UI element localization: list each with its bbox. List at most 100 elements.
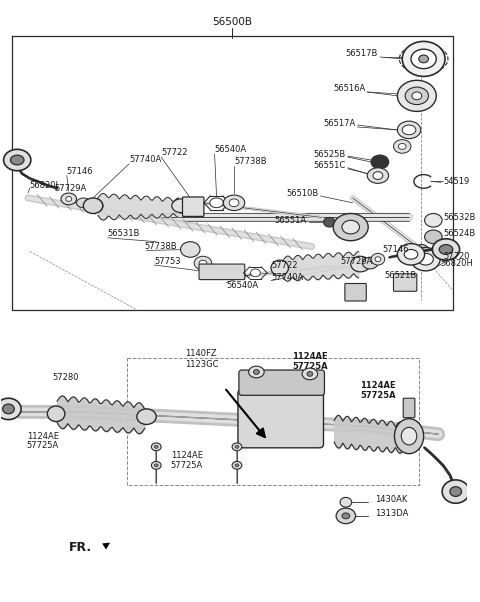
Ellipse shape [4,149,31,171]
Ellipse shape [351,256,370,272]
Ellipse shape [397,244,425,265]
Ellipse shape [223,195,245,211]
Text: 57738B: 57738B [234,158,267,167]
Ellipse shape [232,443,242,451]
Text: 57740A: 57740A [271,273,303,282]
Ellipse shape [398,143,406,149]
Ellipse shape [402,125,416,135]
Ellipse shape [137,409,156,424]
Text: 57722: 57722 [161,147,188,157]
Ellipse shape [333,214,368,241]
Ellipse shape [439,244,453,254]
Ellipse shape [48,406,65,421]
Text: 57280: 57280 [52,373,78,382]
Text: 56820J: 56820J [30,181,59,190]
Ellipse shape [373,172,383,179]
Ellipse shape [411,49,436,69]
Text: 56551C: 56551C [313,161,346,170]
Ellipse shape [401,427,417,445]
Ellipse shape [397,80,436,111]
FancyBboxPatch shape [199,264,245,279]
Ellipse shape [151,443,161,451]
Text: 57722: 57722 [271,261,298,270]
Text: 1140FZ: 1140FZ [185,349,217,358]
Ellipse shape [154,464,158,467]
Ellipse shape [151,461,161,469]
Text: 57725A: 57725A [27,441,59,450]
FancyBboxPatch shape [345,284,366,301]
Ellipse shape [340,497,352,507]
Text: 56540A: 56540A [215,145,247,154]
Text: 1313DA: 1313DA [375,509,408,518]
Ellipse shape [307,371,313,376]
Ellipse shape [87,199,103,213]
Text: 57738B: 57738B [144,242,177,251]
Ellipse shape [232,461,242,469]
Ellipse shape [172,199,189,213]
Ellipse shape [76,198,90,208]
Text: 56521B: 56521B [384,272,417,280]
Text: 57753: 57753 [154,256,181,265]
Ellipse shape [61,193,76,205]
Ellipse shape [371,155,389,169]
Text: 57725A: 57725A [360,391,396,400]
Ellipse shape [367,168,389,184]
Text: 1124AE: 1124AE [292,352,328,361]
Ellipse shape [419,55,429,63]
Ellipse shape [394,140,411,154]
Ellipse shape [418,253,433,265]
Text: 57725A: 57725A [292,362,328,371]
Ellipse shape [397,121,420,138]
Ellipse shape [253,370,259,374]
Ellipse shape [194,256,212,270]
Text: 1124AE: 1124AE [171,451,203,460]
Text: 57729A: 57729A [54,184,86,193]
Text: 57146: 57146 [67,167,93,176]
Ellipse shape [425,230,442,244]
Text: 1430AK: 1430AK [375,495,408,504]
Ellipse shape [415,244,429,254]
Ellipse shape [371,253,385,265]
Ellipse shape [180,241,200,257]
Ellipse shape [11,155,24,165]
Text: 56532B: 56532B [443,213,476,222]
Ellipse shape [302,368,318,380]
Text: 56540A: 56540A [226,281,258,290]
Text: 1124AE: 1124AE [360,381,396,390]
Ellipse shape [235,464,239,467]
FancyBboxPatch shape [394,274,417,291]
Ellipse shape [324,217,335,227]
Text: 1124AE: 1124AE [27,432,59,441]
Ellipse shape [2,404,14,414]
Text: 57740A: 57740A [129,155,161,164]
Ellipse shape [84,198,103,214]
Ellipse shape [199,260,207,266]
FancyBboxPatch shape [182,197,204,216]
Text: 57146: 57146 [383,245,409,254]
Ellipse shape [336,508,356,524]
Ellipse shape [0,399,21,420]
Ellipse shape [251,269,260,277]
Ellipse shape [249,366,264,378]
Ellipse shape [412,92,422,100]
Text: 56551A: 56551A [275,216,307,225]
Ellipse shape [402,42,445,76]
Ellipse shape [271,260,288,276]
Ellipse shape [450,486,462,497]
Text: 56524B: 56524B [443,229,475,238]
Text: 57729A: 57729A [341,256,373,265]
Text: 56510B: 56510B [287,188,319,197]
Text: 56517B: 56517B [346,49,378,58]
Ellipse shape [432,239,460,260]
Ellipse shape [375,257,381,262]
Ellipse shape [342,220,360,234]
Ellipse shape [404,249,418,259]
Text: 56517A: 56517A [324,119,356,128]
Text: 1123GC: 1123GC [185,360,219,368]
Text: 56516A: 56516A [333,84,365,93]
Text: FR.: FR. [69,541,92,554]
Ellipse shape [362,257,378,269]
Text: 56500B: 56500B [212,17,252,27]
Text: 54519: 54519 [443,177,469,186]
Ellipse shape [405,87,429,105]
